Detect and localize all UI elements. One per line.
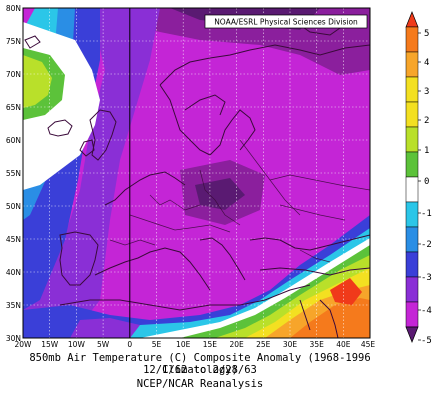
lat-label: 70N <box>6 70 21 79</box>
lon-label: 15W <box>41 340 59 349</box>
coastlines <box>24 19 370 338</box>
colorbar-segment <box>405 101 419 128</box>
lat-label: 80N <box>6 4 21 13</box>
colorbar-label: 0 <box>424 177 429 187</box>
lon-label: 25E <box>256 340 271 349</box>
lon-label: 5W <box>97 340 110 349</box>
country-borders <box>109 139 370 263</box>
lon-label: 10E <box>176 340 191 349</box>
colorbar-label: 2 <box>424 116 429 126</box>
caption-title: 850mb Air Temperature (C) Composite Anom… <box>29 352 371 376</box>
lat-labels: 80N 75N 70N 65N 60N 55N 50N 45N 40N 35N … <box>6 4 21 343</box>
credit-box <box>204 14 368 29</box>
caption-dates: 12/1/62 to 2/28/63 <box>143 364 257 376</box>
lat-label: 75N <box>6 37 21 46</box>
lat-label: 30N <box>6 334 21 343</box>
colorbar-tick-marks <box>418 32 421 341</box>
map-frame <box>22 7 371 339</box>
lat-label: 45N <box>6 235 21 244</box>
colorbar-segment <box>405 251 419 278</box>
lon-label: 30E <box>283 340 298 349</box>
colorbar-label: 4 <box>424 58 429 68</box>
colorbar-bottom-arrow <box>405 326 419 343</box>
lon-label: 35E <box>310 340 325 349</box>
lat-label: 65N <box>6 103 21 112</box>
colorbar-label: -1 <box>421 209 432 219</box>
colorbar-segment <box>405 151 419 178</box>
colorbar-segment <box>405 176 419 203</box>
caption-source: NCEP/NCAR Reanalysis <box>136 378 264 390</box>
lon-labels: 20W 15W 10W 5W 0 5E 10E 15E 20E 25E 30E … <box>15 340 376 349</box>
colorbar-segment <box>405 226 419 253</box>
lon-label: 0 <box>127 340 132 349</box>
lat-label: 55N <box>6 169 21 178</box>
colorbar-label: 1 <box>424 146 429 156</box>
colorbar-segment <box>405 301 419 328</box>
colorbar-label: -3 <box>421 273 432 283</box>
lon-label: 20W <box>15 340 33 349</box>
colorbar-label: -5 <box>421 336 432 346</box>
lon-label: 40E <box>336 340 351 349</box>
lon-label: 15E <box>203 340 218 349</box>
lon-label: 5E <box>152 340 162 349</box>
credit-text: NOAA/ESRL Physical Sciences Division <box>214 18 358 27</box>
colorbar-segment <box>405 26 419 53</box>
colorbar-segment <box>405 76 419 103</box>
lat-label: 40N <box>6 268 21 277</box>
lon-label: 45E <box>361 340 376 349</box>
colorbar-segment <box>405 276 419 303</box>
colorbar: 5 4 3 2 1 0 -1 -2 -3 -4 -5 <box>405 11 432 346</box>
lon-label: 20E <box>229 340 244 349</box>
lat-label: 35N <box>6 301 21 310</box>
colorbar-segment <box>405 51 419 78</box>
lon-label: 10W <box>68 340 86 349</box>
colorbar-top-arrow <box>405 11 419 28</box>
lat-label: 60N <box>6 136 21 145</box>
colorbar-segment <box>405 201 419 228</box>
colorbar-label: 5 <box>424 29 429 39</box>
lat-label: 50N <box>6 202 21 211</box>
colorbar-label: 3 <box>424 87 429 97</box>
colorbar-label: -4 <box>421 306 432 316</box>
colorbar-segment <box>405 126 419 153</box>
colorbar-label: -2 <box>421 240 432 250</box>
lat-lon-grid <box>23 8 370 338</box>
